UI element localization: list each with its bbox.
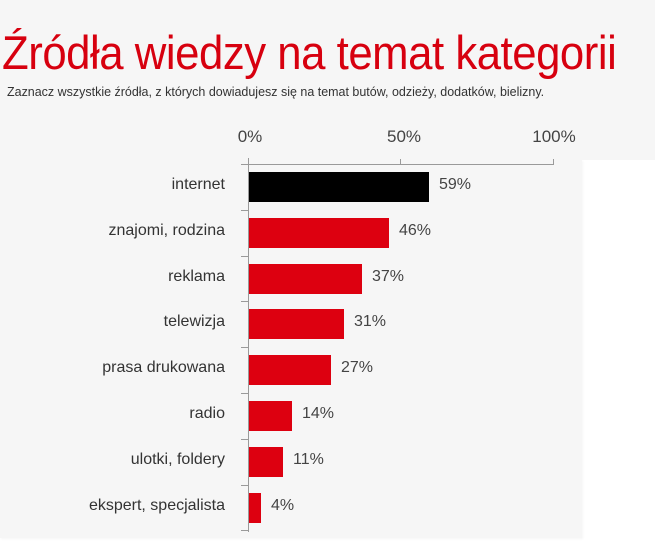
bar-row: ekspert, specjalista 4%	[0, 485, 582, 531]
value-label: 31%	[354, 313, 387, 331]
value-label: 4%	[271, 496, 295, 514]
bar-row: znajomi, rodzina 46%	[0, 210, 582, 256]
chart-subtitle: Zaznacz wszystkie źródła, z których dowi…	[7, 84, 545, 99]
x-tick-label: 50%	[386, 127, 422, 146]
page-title: Źródła wiedzy na temat kategorii	[2, 26, 617, 80]
bar-row: prasa drukowana 27%	[0, 347, 582, 393]
value-label: 46%	[399, 221, 432, 239]
value-label: 27%	[341, 359, 374, 377]
bar-row: internet 59%	[0, 164, 582, 210]
bar-row: ulotki, foldery 11%	[0, 439, 582, 485]
x-axis-line	[241, 164, 554, 165]
x-tick-label: 100%	[532, 127, 576, 146]
y-axis-tick	[241, 439, 248, 440]
bar-row: telewizja 31%	[0, 301, 582, 347]
x-axis-tick	[553, 159, 554, 165]
bar	[249, 401, 292, 431]
y-axis-tick	[241, 530, 248, 531]
bar	[249, 355, 331, 386]
bar	[249, 172, 429, 202]
bar	[249, 263, 362, 294]
category-label: internet	[171, 176, 225, 193]
category-label: telewizja	[163, 313, 225, 331]
y-axis-tick	[241, 393, 248, 394]
x-tick-label: 0%	[237, 127, 263, 146]
y-axis-tick	[241, 485, 248, 486]
bar	[249, 492, 261, 523]
bar	[249, 446, 283, 477]
y-axis-tick	[241, 210, 248, 211]
category-label: ekspert, specjalista	[88, 496, 225, 514]
bar	[249, 309, 344, 340]
value-label: 14%	[302, 405, 335, 422]
category-label: radio	[189, 405, 225, 422]
category-label: ulotki, foldery	[130, 450, 225, 468]
bar-row: reklama 37%	[0, 256, 582, 302]
category-label: znajomi, rodzina	[108, 221, 226, 239]
y-axis-line	[248, 158, 249, 532]
bar	[249, 217, 389, 248]
category-label: prasa drukowana	[102, 359, 225, 377]
value-label: 11%	[293, 450, 324, 468]
header-background	[0, 0, 655, 160]
x-axis-tick	[400, 159, 401, 165]
value-label: 37%	[372, 267, 405, 285]
category-label: reklama	[168, 267, 225, 285]
y-axis-tick	[241, 256, 248, 257]
y-axis-tick	[241, 301, 248, 302]
y-axis-tick	[241, 347, 248, 348]
bar-row: radio 14%	[0, 393, 582, 439]
value-label: 59%	[439, 176, 472, 193]
